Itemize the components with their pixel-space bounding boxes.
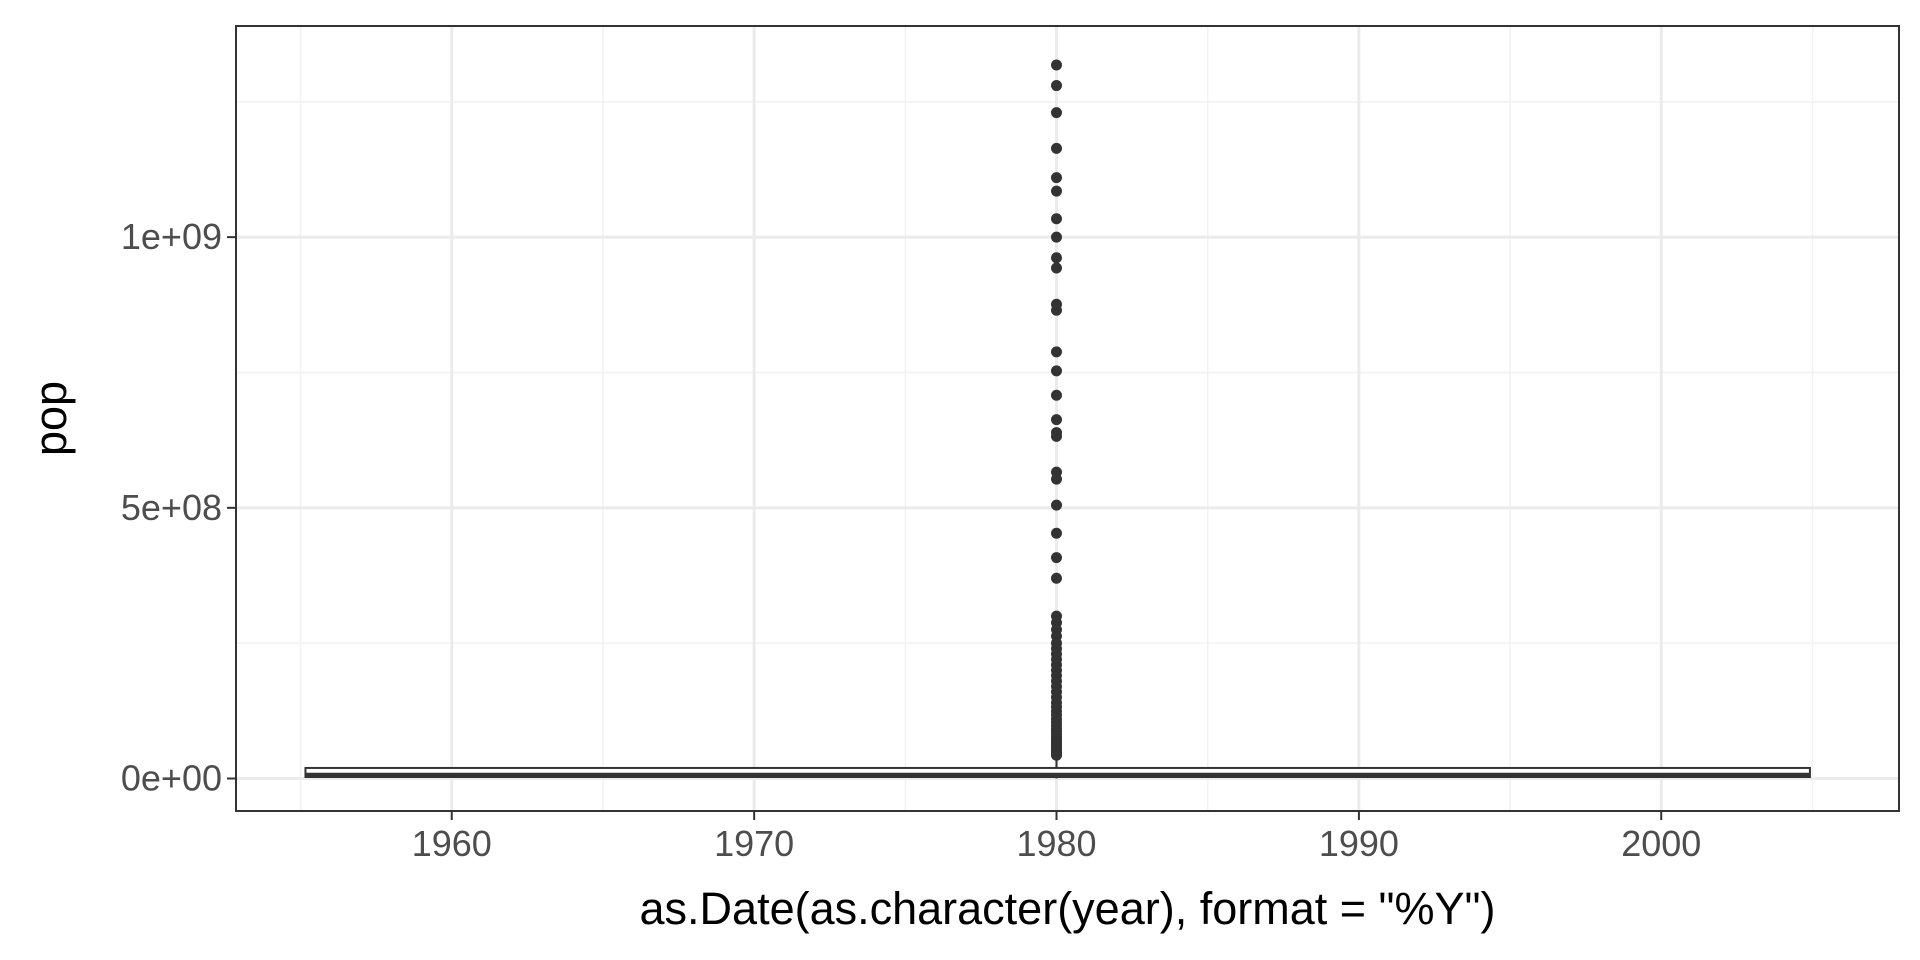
panel-border (235, 25, 1900, 812)
x-tick-label: 1990 (1319, 823, 1399, 864)
outlier-point (1050, 142, 1062, 154)
x-tick-label: 2000 (1621, 823, 1701, 864)
outlier-point (1050, 346, 1062, 358)
outlier-point (1050, 499, 1062, 511)
outlier-point (1050, 185, 1062, 197)
x-tick-label: 1970 (714, 823, 794, 864)
box-layer (304, 755, 1811, 779)
outlier-point (1050, 213, 1062, 225)
y-axis-title: pop (25, 381, 76, 456)
x-axis: 1960 1970 1980 1990 2000 (412, 811, 1701, 864)
outlier-point (1050, 231, 1062, 243)
outlier-point (1050, 80, 1062, 92)
outlier-point (1050, 552, 1062, 564)
outlier-point (1050, 252, 1062, 264)
outlier-point (1050, 430, 1062, 442)
outlier-point (1050, 572, 1062, 584)
outlier-point (1050, 262, 1062, 274)
outlier-points (1050, 59, 1062, 761)
x-axis-title: as.Date(as.character(year), format = "%Y… (640, 883, 1496, 934)
y-tick-label: 1e+09 (121, 216, 222, 257)
x-tick-label: 1960 (412, 823, 492, 864)
y-tick-label: 5e+08 (121, 487, 222, 528)
grid-major (236, 26, 1899, 811)
outlier-point (1050, 473, 1062, 485)
x-tick-label: 1980 (1016, 823, 1096, 864)
y-axis: 0e+00 5e+08 1e+09 (121, 216, 236, 799)
outlier-point (1050, 59, 1062, 71)
outlier-point (1050, 414, 1062, 426)
outlier-point (1050, 172, 1062, 184)
box-iqr (304, 766, 1811, 779)
y-tick-label: 0e+00 (121, 758, 222, 799)
outlier-point (1050, 389, 1062, 401)
outlier-point (1050, 365, 1062, 377)
outlier-point (1050, 304, 1062, 316)
grid-minor (236, 26, 1899, 811)
outlier-point (1050, 527, 1062, 539)
outlier-point (1050, 749, 1062, 761)
outlier-point (1050, 107, 1062, 119)
